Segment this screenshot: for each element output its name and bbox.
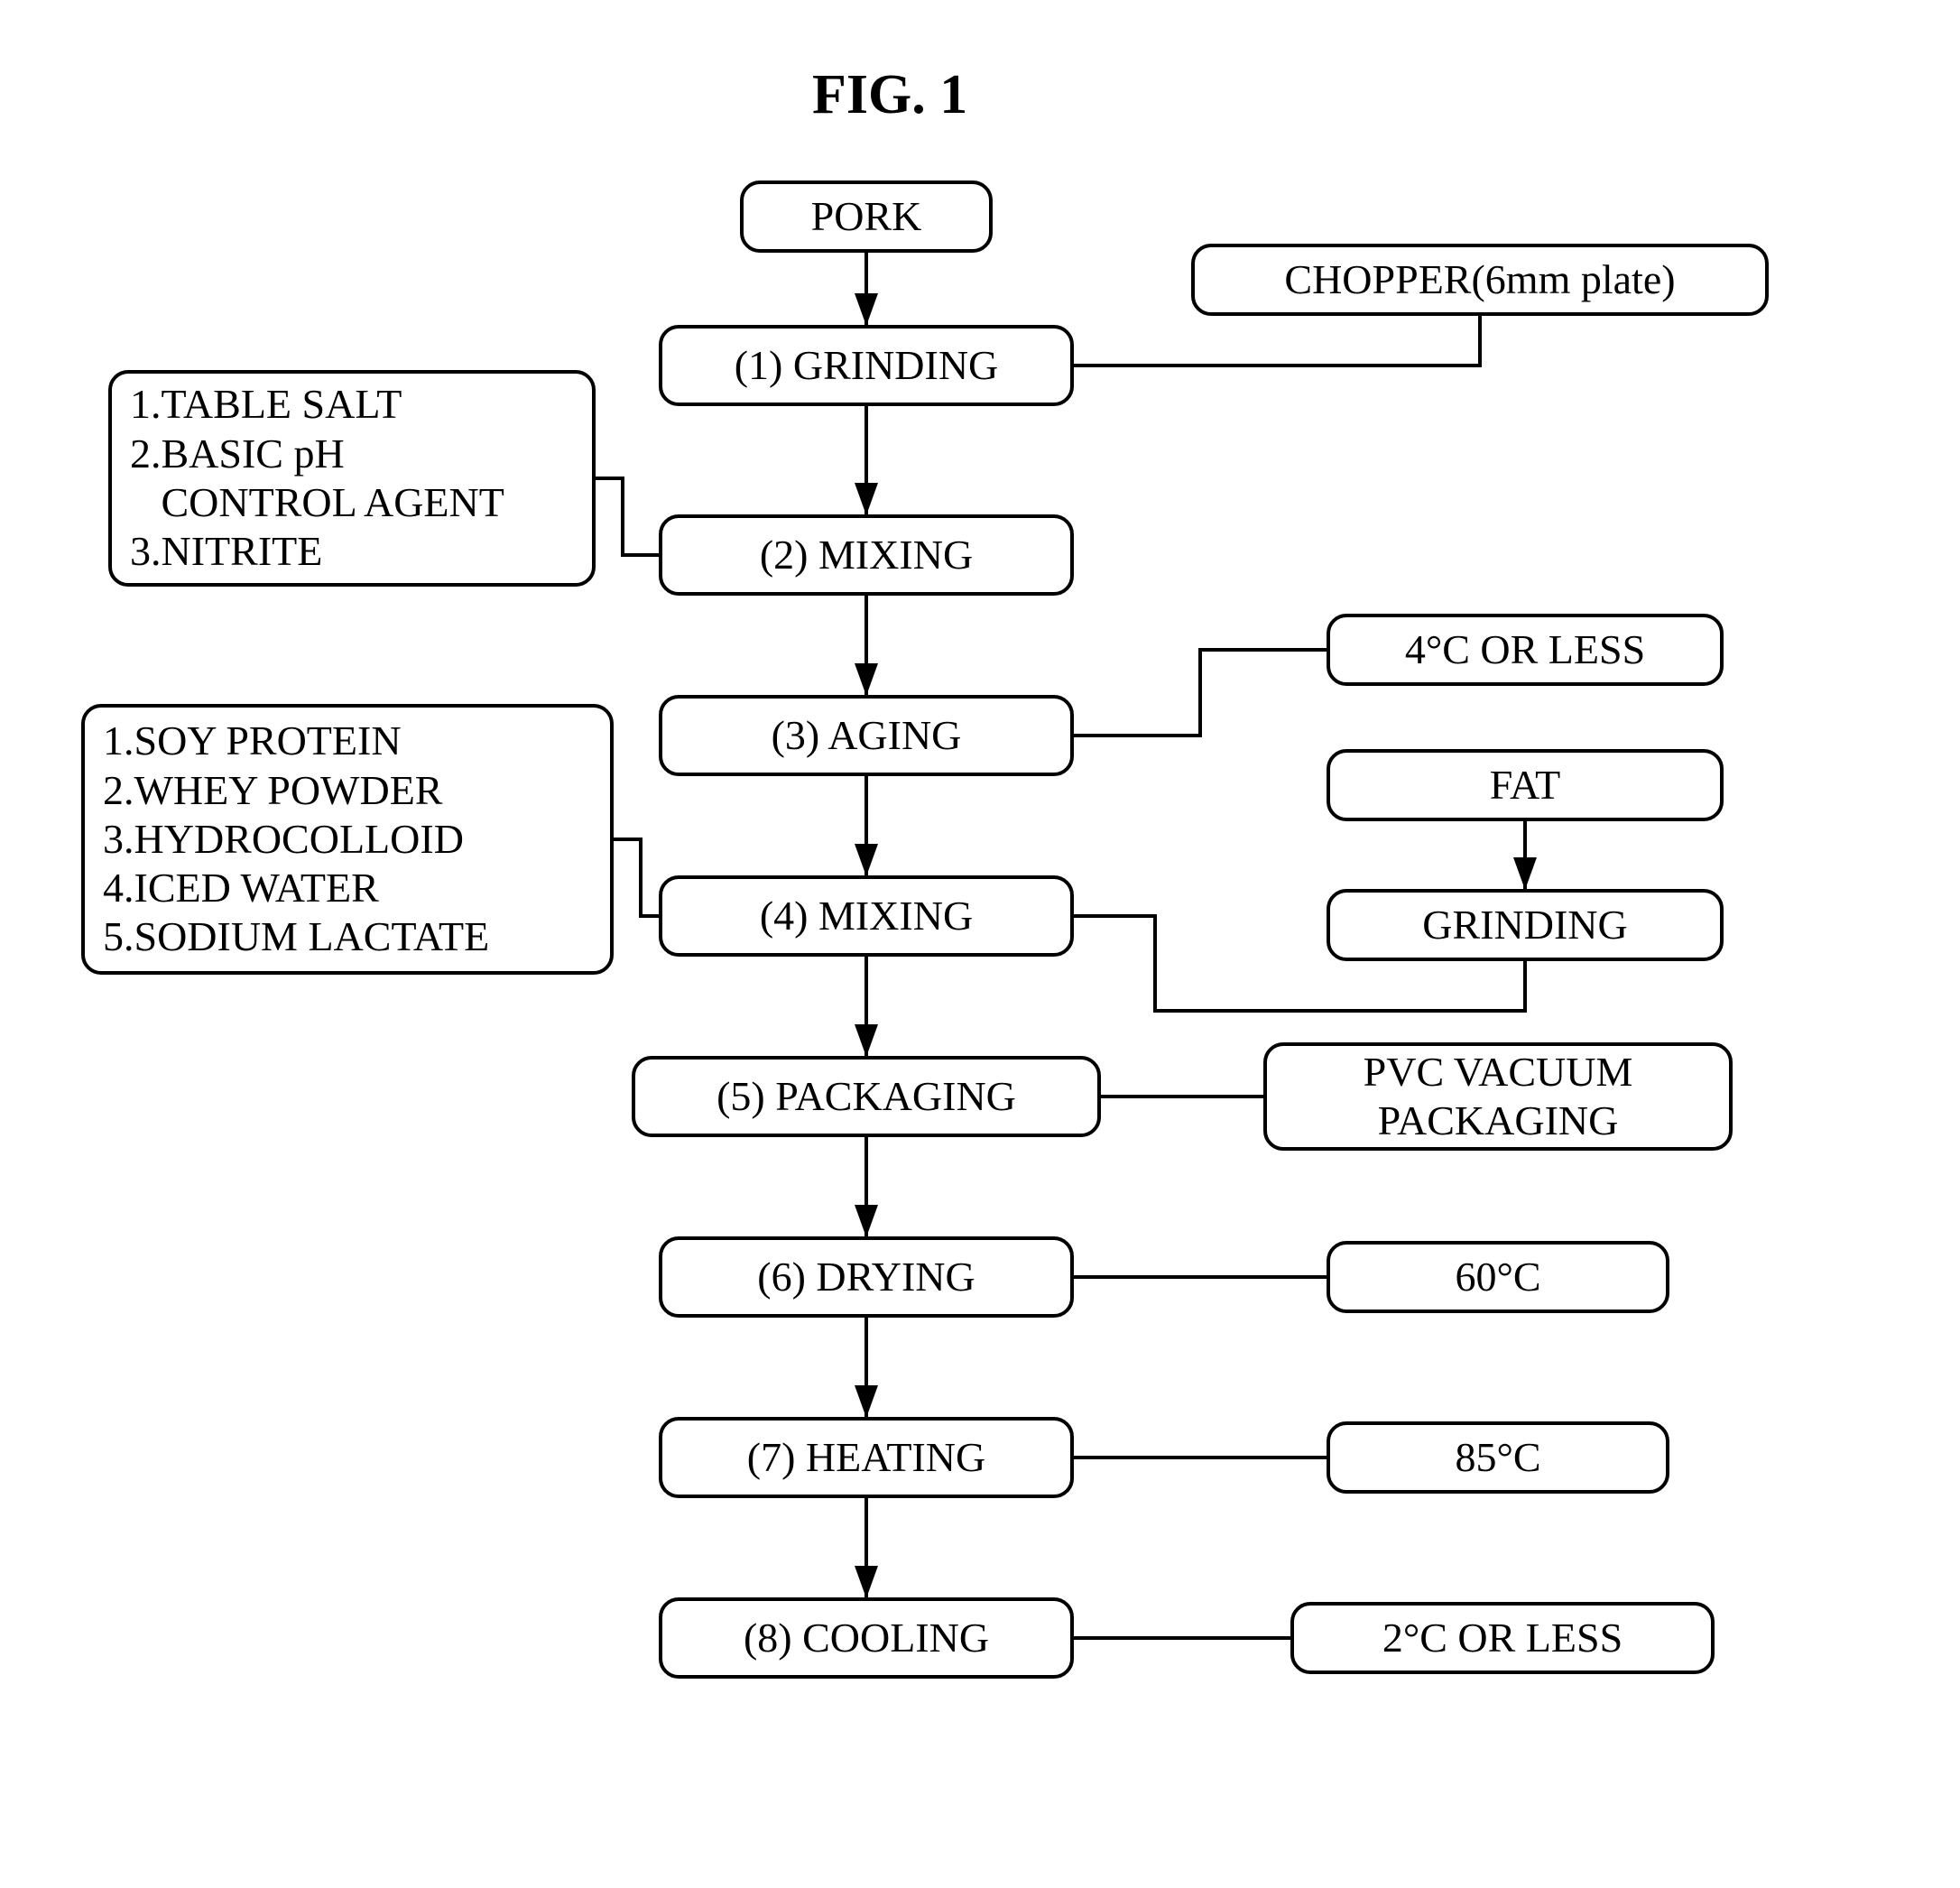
node-t2c: 2°C OR LESS bbox=[1290, 1602, 1715, 1674]
edge-e_aging_4c bbox=[1074, 650, 1327, 736]
node-left2: 1.SOY PROTEIN 2.WHEY POWDER 3.HYDROCOLLO… bbox=[81, 704, 614, 975]
edge-e_left1_mix1 bbox=[596, 478, 659, 555]
node-label: (7) HEATING bbox=[747, 1433, 985, 1482]
node-label: 60°C bbox=[1455, 1253, 1540, 1301]
node-temp4c: 4°C OR LESS bbox=[1327, 614, 1724, 686]
node-pork: PORK bbox=[740, 180, 993, 253]
edge-e_chopper_g1 bbox=[1074, 316, 1480, 366]
node-label: 1.TABLE SALT 2.BASIC pH CONTROL AGENT 3.… bbox=[130, 380, 504, 576]
node-left1: 1.TABLE SALT 2.BASIC pH CONTROL AGENT 3.… bbox=[108, 370, 596, 587]
node-label: FAT bbox=[1490, 761, 1560, 810]
node-label: (1) GRINDING bbox=[735, 341, 999, 390]
node-label: (4) MIXING bbox=[760, 892, 973, 940]
node-t60: 60°C bbox=[1327, 1241, 1669, 1313]
node-label: (3) AGING bbox=[772, 711, 962, 760]
node-grinding2: GRINDING bbox=[1327, 889, 1724, 961]
node-aging: (3) AGING bbox=[659, 695, 1074, 776]
node-label: PVC VACUUM PACKAGING bbox=[1364, 1048, 1633, 1146]
node-packaging: (5) PACKAGING bbox=[632, 1056, 1101, 1137]
edge-e_left2_mix2 bbox=[614, 839, 659, 916]
node-label: 2°C OR LESS bbox=[1382, 1614, 1623, 1662]
node-label: 1.SOY PROTEIN 2.WHEY POWDER 3.HYDROCOLLO… bbox=[103, 717, 489, 961]
node-chopper: CHOPPER(6mm plate) bbox=[1191, 244, 1769, 316]
node-t85: 85°C bbox=[1327, 1421, 1669, 1494]
node-label: 85°C bbox=[1455, 1433, 1540, 1482]
node-mixing1: (2) MIXING bbox=[659, 514, 1074, 596]
node-cooling: (8) COOLING bbox=[659, 1597, 1074, 1679]
node-label: 4°C OR LESS bbox=[1405, 625, 1645, 674]
node-drying: (6) DRYING bbox=[659, 1236, 1074, 1318]
node-heating: (7) HEATING bbox=[659, 1417, 1074, 1498]
node-mixing2: (4) MIXING bbox=[659, 875, 1074, 957]
node-pvc: PVC VACUUM PACKAGING bbox=[1263, 1042, 1733, 1151]
node-label: (2) MIXING bbox=[760, 531, 973, 579]
node-label: PORK bbox=[811, 192, 922, 241]
node-label: (5) PACKAGING bbox=[717, 1072, 1016, 1121]
node-label: (8) COOLING bbox=[744, 1614, 989, 1662]
node-fat: FAT bbox=[1327, 749, 1724, 821]
node-label: CHOPPER(6mm plate) bbox=[1284, 255, 1675, 304]
node-label: GRINDING bbox=[1422, 901, 1627, 949]
node-label: (6) DRYING bbox=[757, 1253, 975, 1301]
flowchart-canvas: FIG. 1 PORK(1) GRINDING(2) MIXING(3) AGI… bbox=[0, 0, 1960, 1888]
node-grinding1: (1) GRINDING bbox=[659, 325, 1074, 406]
